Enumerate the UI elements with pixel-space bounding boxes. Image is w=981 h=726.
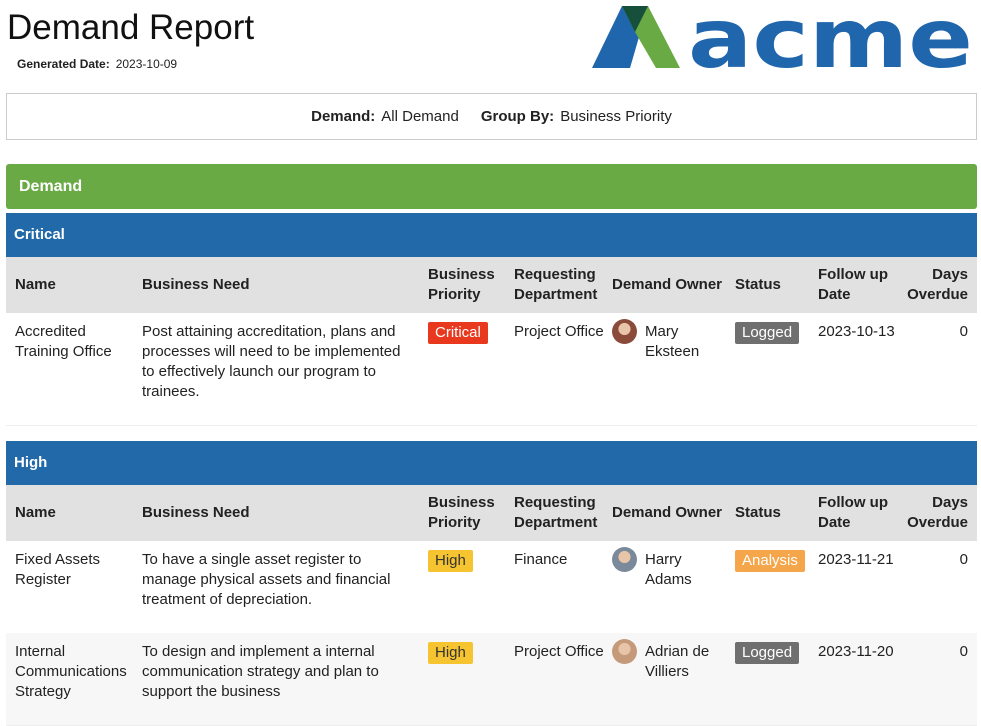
priority-badge: Critical [428, 322, 488, 344]
priority-cell: High [428, 550, 508, 572]
column-header: Demand Owner [612, 276, 723, 293]
status-badge: Logged [735, 322, 800, 344]
business-need: To have a single asset register to manag… [142, 551, 391, 608]
business-need: To design and implement a internal commu… [142, 643, 379, 700]
days-cell: 0 [898, 322, 968, 342]
owner-name: Harry Adams [645, 551, 692, 588]
generated-date: Generated Date: 2023-10-09 [17, 57, 177, 71]
filter-label: Group By: [480, 108, 555, 125]
owner-cell: Mary Eksteen [612, 319, 730, 362]
days-overdue: 0 [959, 551, 968, 568]
follow-up-cell: 2023-11-21 [818, 550, 898, 570]
need-cell: To design and implement a internal commu… [142, 642, 417, 702]
group-header: High [6, 441, 977, 485]
filter-label: Demand: [311, 108, 376, 125]
column-header: Follow up Date [818, 494, 888, 531]
name-cell: Accredited Training Office [15, 322, 135, 362]
column-header: Business Priority [428, 494, 495, 531]
column-header: Business Need [142, 504, 250, 521]
column-header: Business Priority [428, 266, 495, 303]
filter-bar: Demand: All Demand Group By: Business Prio… [6, 93, 977, 140]
status-cell: Analysis [735, 550, 815, 572]
business-need: Post attaining accreditation, plans and … [142, 323, 401, 400]
name-cell: Fixed Assets Register [15, 550, 135, 590]
owner-name: Mary Eksteen [645, 323, 700, 360]
status-badge: Analysis [735, 550, 805, 572]
avatar [612, 639, 637, 664]
group-title: High [14, 454, 48, 471]
column-header: Status [735, 504, 781, 521]
column-header: Requesting Department [514, 494, 598, 531]
column-header: Demand Owner [612, 504, 723, 521]
owner-name: Adrian de Villiers [645, 643, 710, 680]
logo-text: acme [688, 4, 973, 72]
column-header: Requesting Department [514, 266, 598, 303]
column-header: Status [735, 276, 781, 293]
avatar [612, 547, 637, 572]
generated-label: Generated Date: [17, 57, 110, 71]
avatar [612, 319, 637, 344]
department-cell: Project Office [514, 642, 606, 662]
group-header: Critical [6, 213, 977, 257]
data-row: Fixed Assets Register To have a single as… [6, 541, 977, 634]
department: Finance [514, 551, 568, 568]
department: Project Office [514, 643, 604, 660]
filter-value: Business Priority [560, 108, 672, 125]
days-cell: 0 [898, 550, 968, 570]
section-title: Demand [19, 178, 83, 195]
need-cell: Post attaining accreditation, plans and … [142, 322, 417, 402]
follow-up-cell: 2023-11-20 [818, 642, 898, 662]
column-header: Name [15, 504, 56, 521]
owner-cell: Adrian de Villiers [612, 639, 730, 682]
days-cell: 0 [898, 642, 968, 662]
priority-badge: High [428, 642, 473, 664]
generated-value: 2023-10-09 [115, 57, 178, 71]
column-header: Days Overdue [907, 266, 968, 303]
days-overdue: 0 [959, 323, 968, 340]
follow-up-cell: 2023-10-13 [818, 322, 898, 342]
need-cell: To have a single asset register to manag… [142, 550, 417, 610]
follow-up-date: 2023-11-20 [818, 643, 894, 660]
priority-cell: High [428, 642, 508, 664]
group-filter: Group By: Business Priority [481, 108, 672, 125]
priority-badge: High [428, 550, 473, 572]
column-header: Follow up Date [818, 266, 888, 303]
section-header: Demand [6, 164, 977, 209]
data-row: Accredited Training Office Post attaining… [6, 313, 977, 426]
status-cell: Logged [735, 642, 815, 664]
department: Project Office [514, 323, 604, 340]
name: Accredited Training Office [15, 323, 112, 360]
name: Fixed Assets Register [15, 551, 101, 588]
filter-value: All Demand [381, 108, 459, 125]
column-header-row: Name Business Need Business Priority Reques… [6, 257, 977, 313]
demand-filter: Demand: All Demand [311, 108, 459, 125]
follow-up-date: 2023-10-13 [818, 323, 895, 340]
group-title: Critical [14, 226, 65, 243]
follow-up-date: 2023-11-21 [818, 551, 894, 568]
name: Internal Communications Strategy [15, 643, 127, 700]
priority-cell: Critical [428, 322, 508, 344]
department-cell: Finance [514, 550, 606, 570]
column-header-row: Name Business Need Business Priority Reques… [6, 485, 977, 541]
column-header: Days Overdue [907, 494, 968, 531]
data-row: Internal Communications Strategy To desig… [6, 633, 977, 726]
status-cell: Logged [735, 322, 815, 344]
department-cell: Project Office [514, 322, 606, 342]
name-cell: Internal Communications Strategy [15, 642, 135, 702]
column-header: Name [15, 276, 56, 293]
days-overdue: 0 [959, 643, 968, 660]
logo: acme [592, 4, 973, 72]
status-badge: Logged [735, 642, 800, 664]
report-title: Demand Report [7, 8, 255, 47]
owner-cell: Harry Adams [612, 547, 730, 590]
column-header: Business Need [142, 276, 250, 293]
